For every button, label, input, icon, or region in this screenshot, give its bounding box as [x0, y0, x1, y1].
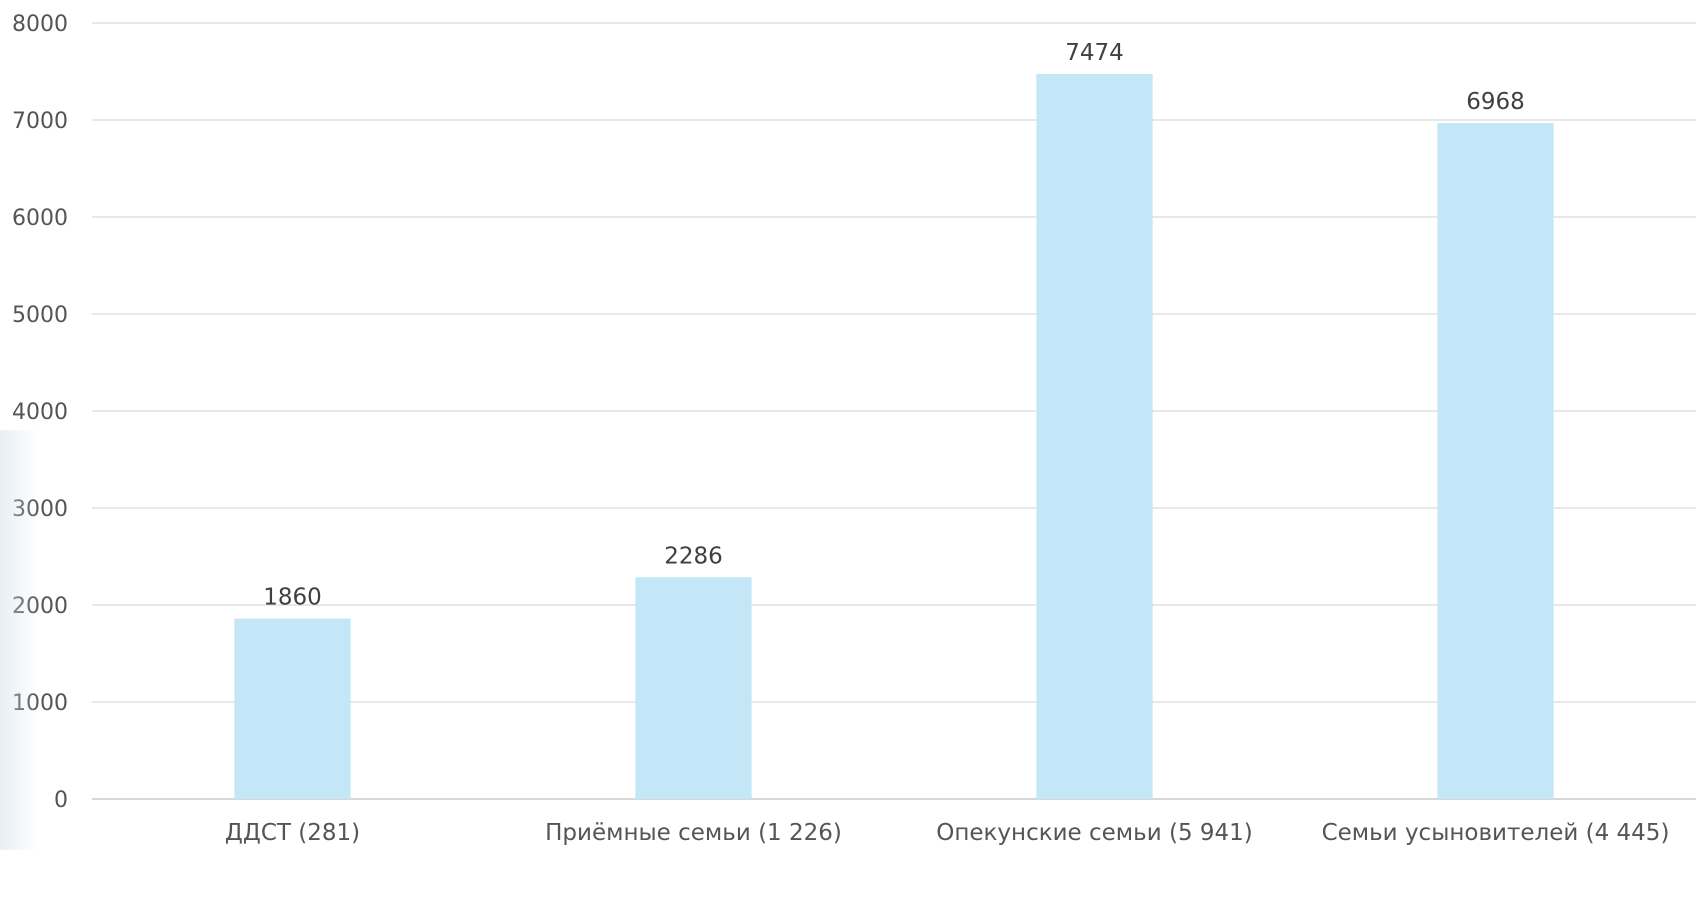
x-category-label: Семьи усыновителей (4 445)	[1322, 820, 1670, 846]
y-tick-label: 7000	[12, 109, 68, 134]
x-category-label: Опекунские семьи (5 941)	[936, 820, 1253, 846]
bar	[234, 618, 351, 799]
bar-value-label: 2286	[664, 543, 723, 569]
bar-value-label: 6968	[1466, 89, 1525, 115]
x-axis-category-labels: ДДСТ (281) Приёмные семьи (1 226) Опекунск…	[225, 820, 1670, 846]
bar	[1036, 74, 1153, 800]
bars	[234, 74, 1554, 800]
x-category-label: ДДСТ (281)	[225, 820, 360, 846]
y-tick-label: 2000	[12, 594, 68, 619]
data-labels: 1860 2286 7474 6968	[263, 40, 1525, 611]
y-tick-label: 8000	[12, 12, 68, 37]
y-tick-label: 4000	[12, 400, 68, 425]
bar-value-label: 1860	[263, 585, 322, 611]
y-tick-label: 1000	[12, 691, 68, 716]
x-category-label: Приёмные семьи (1 226)	[545, 820, 842, 846]
y-tick-label: 3000	[12, 497, 68, 522]
bar-value-label: 7474	[1065, 40, 1124, 66]
bar	[635, 577, 752, 799]
y-tick-label: 5000	[12, 303, 68, 328]
gridlines	[92, 22, 1696, 800]
y-tick-label: 0	[54, 788, 68, 813]
bar	[1437, 123, 1554, 799]
y-axis-tick-labels: 0 1000 2000 3000 4000 5000 6000 7000 8000	[12, 12, 68, 813]
y-tick-label: 6000	[12, 206, 68, 231]
